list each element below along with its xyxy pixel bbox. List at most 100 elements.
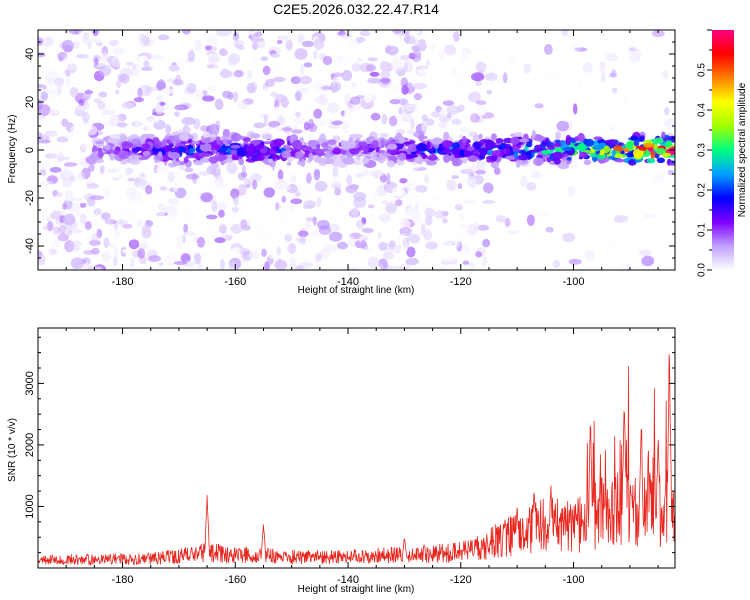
spectrogram-noise-cell [124, 203, 139, 208]
colorbar: 0.0 0.1 0.2 0.3 0.4 0.5 Normalized spectral a… [697, 29, 748, 277]
spectrogram-noise-cell [155, 235, 162, 242]
spectrogram-band-cell [173, 146, 178, 152]
spectrogram-band-cell [428, 154, 438, 161]
spectrogram-band-cell [466, 146, 475, 152]
spectrogram-noise-cell [124, 167, 134, 176]
spectrogram-noise-cell [101, 212, 111, 221]
spectrogram-noise-cell [385, 45, 399, 55]
spectrogram-band-cell [170, 135, 182, 144]
spectrogram-noise-cell [411, 39, 422, 46]
spectrogram-noise-cell [450, 118, 463, 126]
spectrogram-noise-cell [556, 120, 570, 132]
spectrogram-noise-cell [425, 241, 438, 250]
spectrogram-noise-cell [361, 217, 367, 225]
spectrogram-noise-cell [92, 266, 103, 270]
snr-x-tick-label: -160 [224, 574, 246, 586]
spectrogram-band-cell [628, 159, 637, 166]
spectrogram-noise-cell [277, 169, 284, 181]
spectrogram-noise-cell [399, 178, 408, 184]
spectrogram-noise-cell [380, 70, 391, 79]
spectrogram-noise-cell [396, 235, 401, 244]
spectrogram-x-tick-label: -140 [337, 276, 359, 288]
spectrogram-noise-cell [505, 230, 520, 235]
spectrogram-band-cell [95, 140, 104, 145]
spectrogram-noise-cell [403, 241, 409, 253]
spectrogram-band-cell [417, 135, 428, 140]
spectrogram-noise-cell [277, 35, 290, 40]
spectrogram-noise-cell [367, 204, 375, 209]
spectrogram-noise-cell [387, 239, 399, 252]
spectrogram-band-cell [299, 137, 304, 142]
spectrogram-band-cell [225, 143, 231, 147]
spectrogram-noise-cell [271, 107, 279, 116]
spectrogram-noise-cell [475, 81, 482, 86]
spectrogram-noise-cell [92, 30, 99, 36]
spectrogram-band-cell [425, 160, 437, 166]
colorbar-tick-label: 0.0 [697, 263, 708, 277]
spectrogram-band-cell [398, 152, 407, 161]
spectrogram-noise-cell [472, 220, 480, 232]
snr-y-label: SNR (10 * v/v) [7, 418, 18, 482]
spectrogram-noise-cell [57, 86, 62, 95]
spectrogram-band-cell [484, 140, 495, 150]
spectrogram-noise-cell [460, 223, 474, 229]
spectrogram-noise-cell [302, 108, 309, 118]
spectrogram-noise-cell [651, 30, 665, 38]
spectrogram-noise-cell [291, 129, 303, 134]
spectrogram-band-cell [361, 157, 370, 164]
spectrogram-band-cell [362, 145, 369, 154]
spectrogram-noise-cell [56, 191, 63, 198]
spectrogram-noise-cell [358, 236, 363, 243]
spectrogram-noise-cell [146, 86, 159, 92]
spectrogram-noise-cell [289, 203, 296, 213]
spectrogram-noise-cell [205, 214, 218, 220]
spectrogram-noise-cell [115, 89, 120, 95]
spectrogram-noise-cell [91, 247, 100, 255]
spectrogram-noise-cell [219, 48, 228, 56]
colorbar-scale [712, 30, 734, 270]
spectrogram-band-cell [104, 144, 111, 151]
spectrogram-noise-cell [68, 244, 80, 252]
spectrogram-noise-cell [81, 142, 90, 149]
spectrogram-band-cell [527, 141, 533, 148]
spectrogram-noise-cell [246, 69, 253, 79]
spectrogram-noise-cell [164, 254, 177, 267]
spectrogram-x-label: Height of straight line (km) [298, 285, 415, 296]
spectrogram-noise-cell [96, 228, 103, 239]
spectrogram-noise-cell [440, 108, 445, 117]
spectrogram-noise-cell [515, 78, 525, 84]
spectrogram-band-cell [438, 142, 443, 152]
spectrogram-noise-cell [184, 127, 193, 132]
spectrogram-noise-cell [246, 82, 256, 94]
spectrogram-noise-cell [46, 217, 52, 222]
spectrogram-band-cell [379, 133, 389, 138]
spectrogram-band-cell [220, 135, 230, 140]
spectrogram-noise-cell [413, 49, 422, 59]
spectrogram-noise-cell [263, 87, 271, 97]
spectrogram-noise-cell [421, 120, 428, 133]
spectrogram-noise-cell [609, 126, 614, 131]
spectrogram-band-cell [566, 157, 572, 161]
spectrogram-noise-cell [277, 228, 284, 235]
spectrogram-noise-cell [342, 193, 355, 198]
spectrogram-band-cell [97, 147, 103, 152]
spectrogram-noise-cell [378, 258, 388, 269]
spectrogram-noise-cell [248, 250, 261, 260]
spectrogram-noise-cell [299, 63, 305, 75]
spectrogram-noise-cell [64, 190, 74, 202]
spectrogram-noise-cell [301, 188, 313, 198]
spectrogram-noise-cell [88, 163, 95, 172]
spectrogram-image [38, 30, 675, 270]
spectrogram-noise-cell [142, 35, 151, 46]
spectrogram-noise-cell [69, 240, 83, 246]
spectrogram-band-cell [242, 137, 251, 143]
spectrogram-y-label: Frequency (Hz) [7, 115, 18, 184]
spectrogram-noise-cell [211, 200, 218, 212]
spectrogram-noise-cell [83, 250, 95, 255]
spectrogram-noise-cell [345, 32, 352, 38]
spectrogram-band-cell [325, 150, 330, 157]
spectrogram-noise-cell [56, 136, 69, 143]
spectrogram-noise-cell [133, 97, 144, 103]
spectrogram-noise-cell [220, 258, 225, 270]
spectrogram-noise-cell [55, 146, 68, 154]
